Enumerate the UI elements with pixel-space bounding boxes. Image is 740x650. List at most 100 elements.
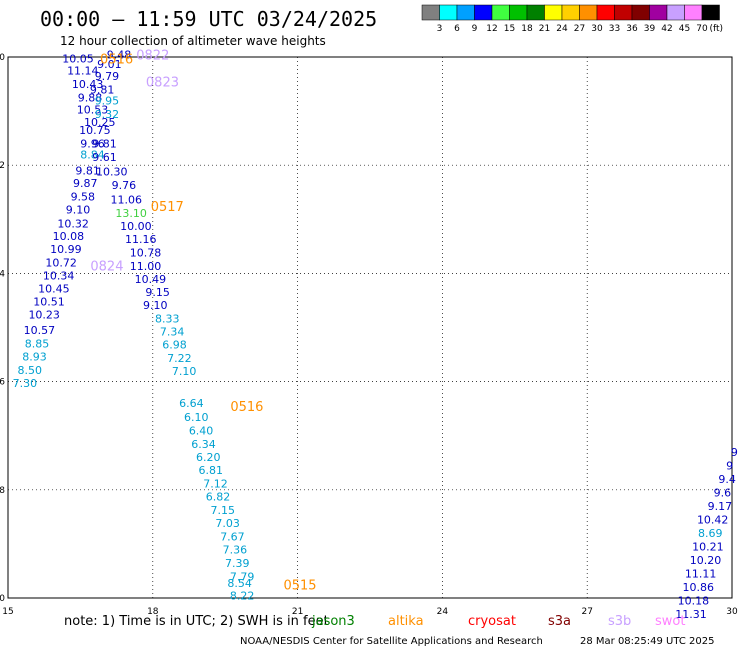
swh-value-label: 9.15: [145, 286, 170, 299]
chart-title: 00:00 – 11:59 UTC 03/24/2025: [40, 7, 377, 31]
swh-value-label: 7.36: [223, 543, 248, 556]
swh-value-label: 9.6: [714, 487, 732, 500]
colorbar-swatch: [491, 4, 510, 21]
pass-time-label: 0516: [230, 400, 263, 415]
swh-value-label: 6.64: [179, 397, 204, 410]
chart-subtitle: 12 hour collection of altimeter wave hei…: [60, 34, 326, 48]
colorbar-tick-label: 6: [454, 24, 460, 34]
swh-value-label: 10.08: [53, 230, 85, 243]
swh-value-label: 7.34: [160, 325, 185, 338]
footer-note: note: 1) Time is in UTC; 2) SWH is in fe…: [64, 614, 329, 629]
swh-value-label: 8.69: [698, 527, 723, 540]
swh-value-label: 6.98: [162, 338, 187, 351]
swh-value-label: 10.30: [96, 166, 128, 179]
swh-value-label: 11.11: [685, 568, 717, 581]
data-labels: 10.05 9.489.0111.149.7910.439.819.889.951…: [13, 48, 738, 621]
swh-value-label: 6.20: [196, 451, 221, 464]
y-tick-label: -40: [0, 53, 5, 63]
colorbar-swatch: [456, 4, 475, 21]
swh-value-label: 7.03: [215, 517, 240, 530]
grid-lines: [8, 57, 732, 598]
footer-credit: NOAA/NESDIS Center for Satellite Applica…: [240, 636, 543, 647]
swh-value-label: 10.00: [120, 220, 152, 233]
colorbar-tick-label: 18: [521, 24, 533, 34]
swh-value-label: 7.12: [203, 477, 228, 490]
colorbar-swatch: [649, 4, 668, 21]
colorbar-tick-label: 33: [609, 24, 620, 34]
swh-value-label: 10.86: [682, 581, 714, 594]
axis-tick-labels: 15 18 21 24 27 30 -40 -42 -44 -46 -48 -50: [0, 53, 738, 617]
colorbar-swatch: [666, 4, 685, 21]
swh-value-label: 10.49: [135, 273, 167, 286]
legend-entry: cryosat: [468, 614, 516, 629]
swh-value-label: 9.79: [95, 70, 120, 83]
swh-value-label: 9.61: [92, 151, 117, 164]
swh-value-label: 10.72: [45, 257, 77, 270]
colorbar-tick-label: 15: [504, 24, 515, 34]
swh-value-label: 9.17: [708, 500, 733, 513]
colorbar-tick-label: 70: [696, 24, 708, 34]
swh-value-label: 9.10: [143, 299, 168, 312]
swh-value-label: 10.20: [690, 554, 722, 567]
swh-value-label: 11.00: [130, 260, 162, 273]
swh-value-label: 9: [726, 459, 733, 472]
swh-value-label: 13.10: [115, 207, 147, 220]
colorbar-tick-label: 21: [539, 24, 550, 34]
swh-value-label: 6.81: [198, 464, 223, 477]
colorbar-swatch: [526, 4, 545, 21]
legend-entry: s3a: [548, 614, 571, 629]
pass-time-label: 0516: [100, 53, 133, 68]
swh-value-label: 10.32: [57, 218, 89, 231]
legend-entry: altika: [388, 614, 424, 629]
x-tick-label: 18: [147, 607, 159, 617]
colorbar-tick-label: 12: [486, 24, 497, 34]
swh-value-label: 7.10: [172, 365, 197, 378]
color-scale-bar: 3 6 9 12 15 18 21 24 27 30 33 36 39 42 45 70 (ft): [421, 4, 723, 34]
y-tick-label: -46: [0, 378, 5, 388]
swh-value-label: 8.50: [17, 364, 42, 377]
swh-value-label: 8.84: [80, 148, 105, 161]
colorbar-tick-label: 30: [591, 24, 603, 34]
pass-time-label: 0515: [283, 578, 316, 593]
swh-value-label: 10.51: [33, 296, 65, 309]
swh-value-label: 11.06: [111, 193, 143, 206]
swh-value-label: 9.58: [71, 191, 96, 204]
swh-value-label: 10.21: [692, 541, 724, 554]
colorbar-tick-label: 42: [661, 24, 672, 34]
swh-value-label: 10.23: [28, 309, 60, 322]
colorbar-tick-label: 45: [679, 24, 690, 34]
legend-entry: jason3: [311, 614, 355, 629]
swh-value-label: 9.32: [95, 108, 120, 121]
colorbar-swatch: [596, 4, 615, 21]
legend-entry: s3b: [608, 614, 631, 629]
swh-value-label: 9.48: [107, 48, 132, 61]
colorbar-tick-label: 24: [556, 24, 568, 34]
colorbar-swatch: [421, 4, 440, 21]
swh-value-label: 6.10: [184, 411, 209, 424]
swh-value-label: 11.31: [675, 608, 707, 621]
pass-time-label: 0823: [146, 75, 179, 90]
footer-timestamp: 28 Mar 08:25:49 UTC 2025: [580, 636, 715, 647]
swh-value-label: 9.96: [80, 138, 105, 151]
colorbar-tick-label: 3: [437, 24, 443, 34]
legend-entry: swot: [655, 614, 685, 629]
colorbar-tick-label: 27: [574, 24, 585, 34]
swh-value-label: 10.45: [38, 283, 70, 296]
plot-frame: [7, 56, 733, 599]
swh-value-label: 6.34: [191, 438, 216, 451]
swh-value-label: 10.25: [84, 116, 116, 129]
x-tick-label: 15: [2, 607, 13, 617]
y-tick-label: -48: [0, 486, 5, 496]
swh-value-label: 7.67: [220, 530, 245, 543]
x-tick-label: 30: [726, 607, 738, 617]
swh-value-label: 10.18: [678, 595, 710, 608]
swh-value-label: 8.22: [230, 589, 255, 602]
x-tick-label: 21: [292, 607, 303, 617]
swh-value-label: 10.78: [130, 246, 162, 259]
pass-time-label: 0517: [151, 200, 184, 215]
colorbar-swatch: [701, 4, 720, 21]
swh-value-label: 9.76: [112, 179, 137, 192]
swh-value-label: 9.87: [73, 177, 98, 190]
swh-value-label: 6.40: [189, 424, 214, 437]
